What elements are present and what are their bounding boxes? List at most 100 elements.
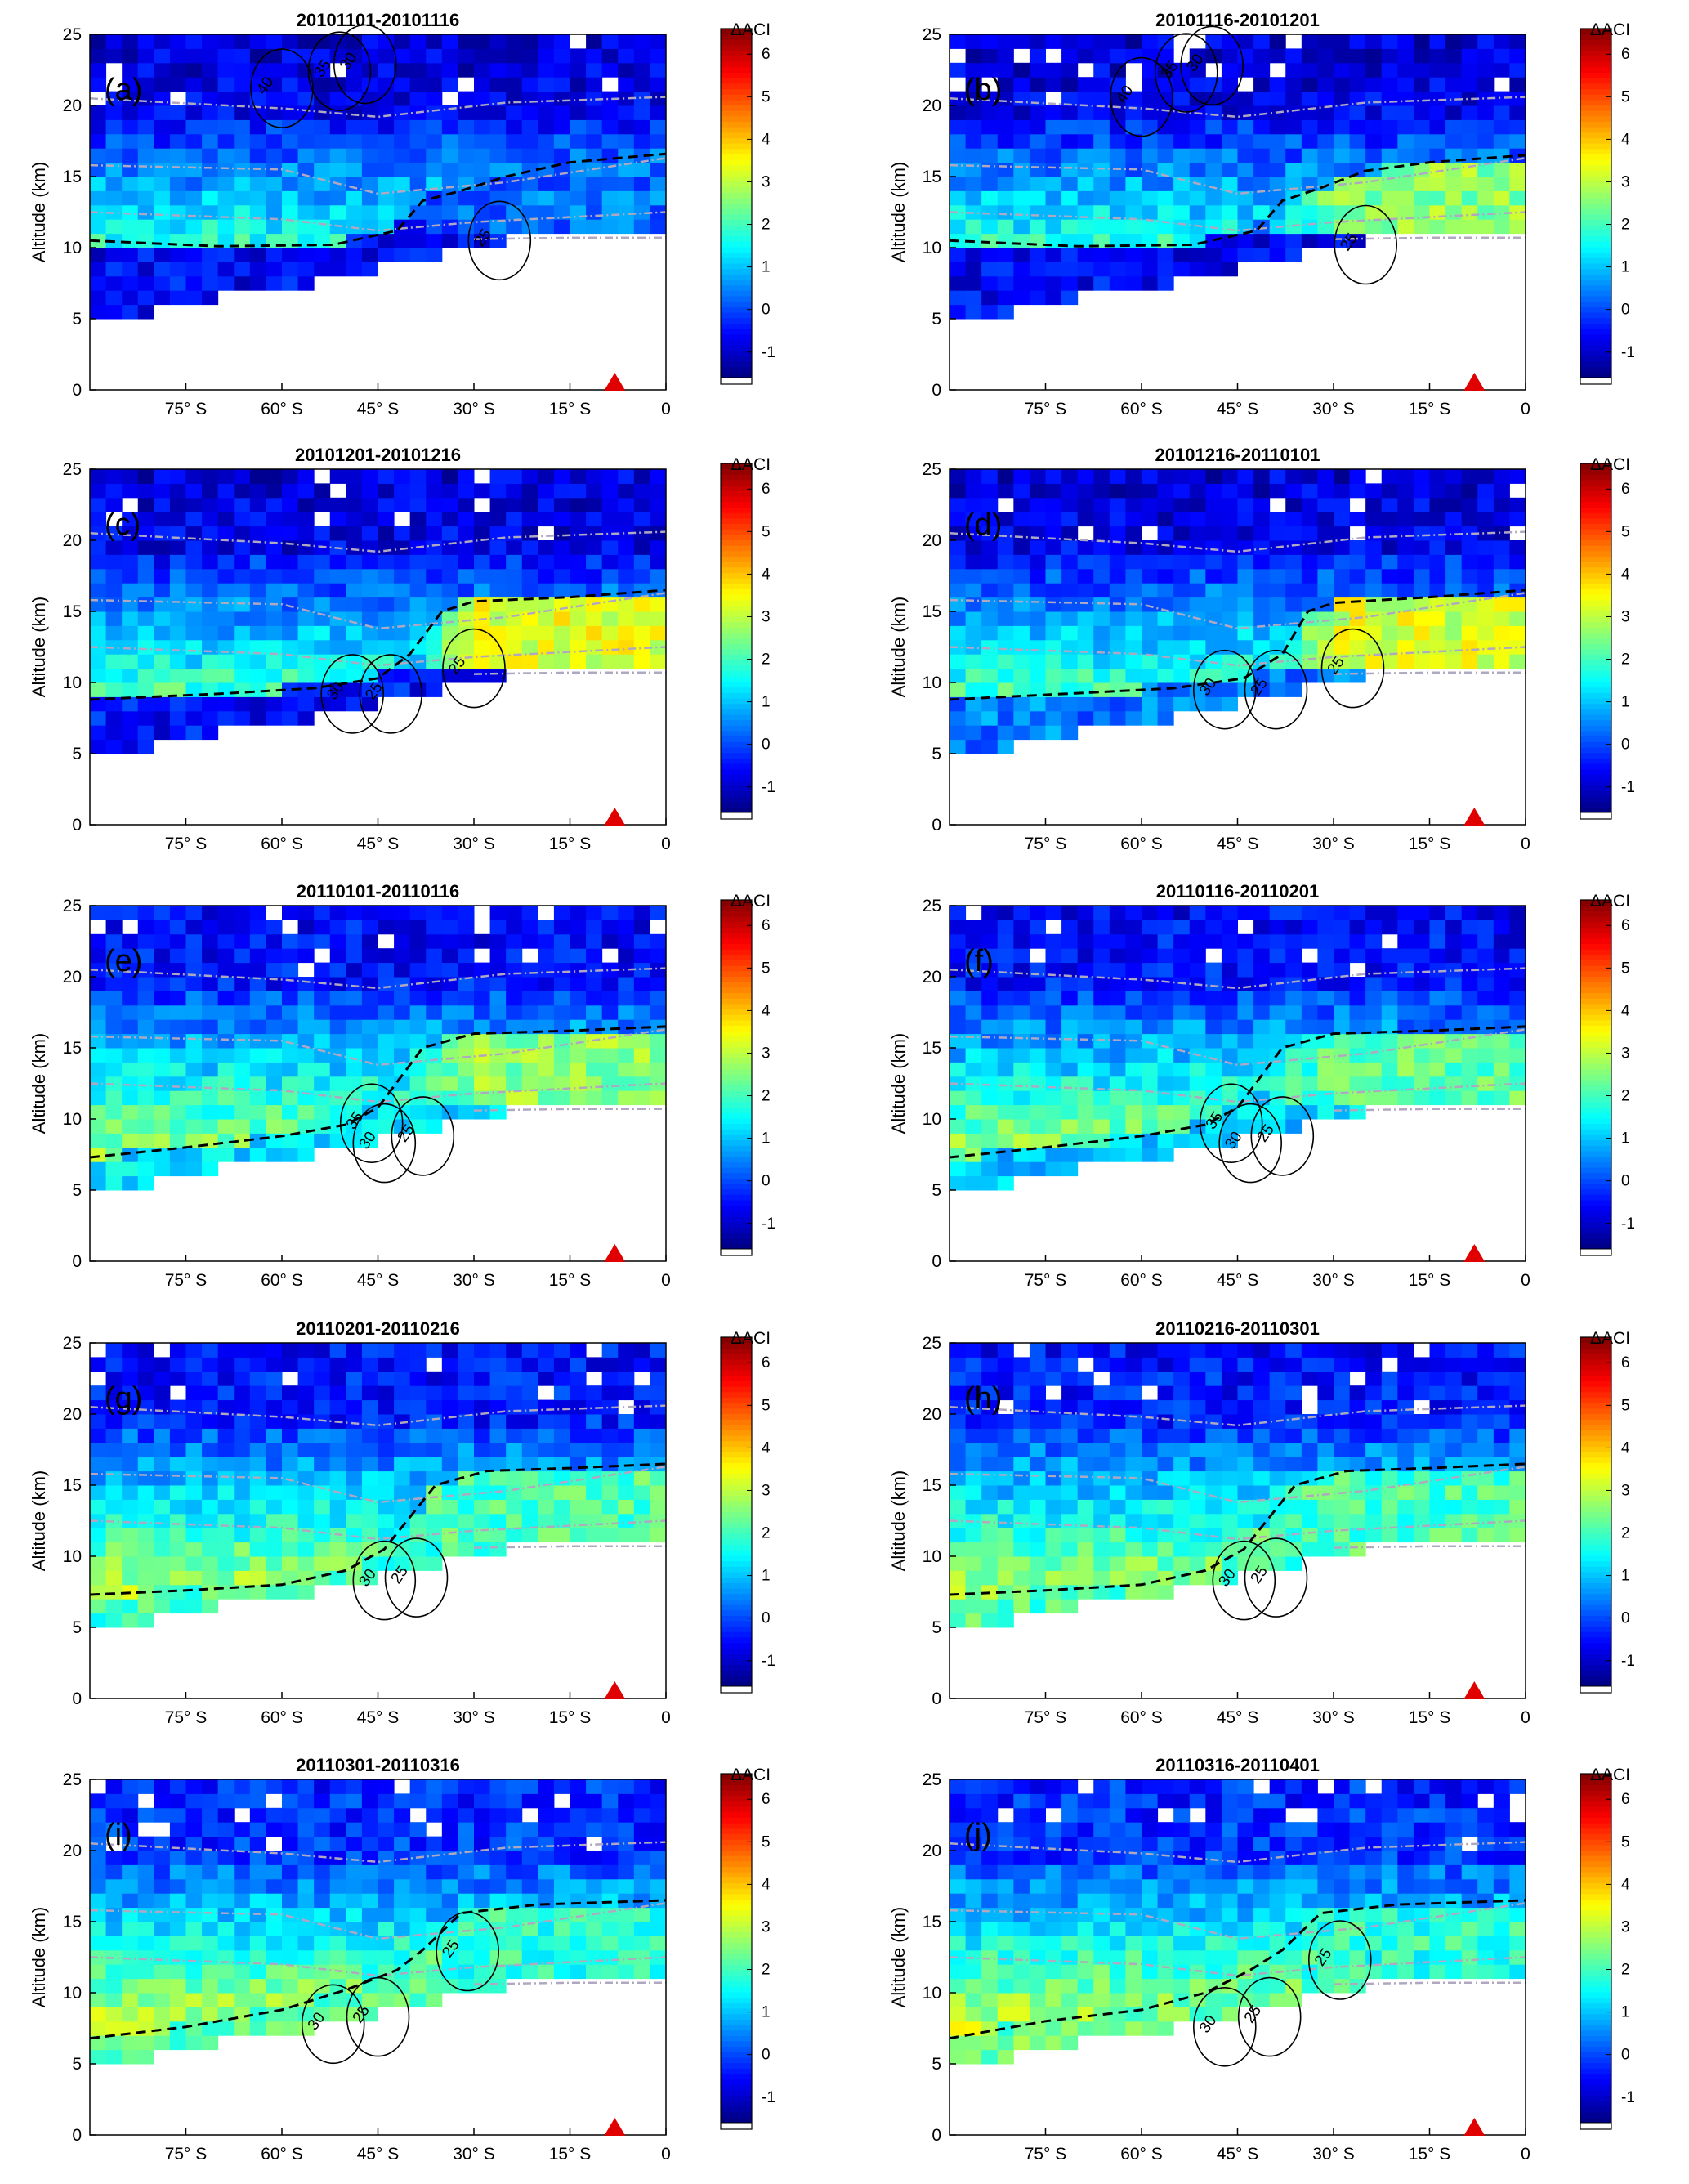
heatmap-cell [506, 568, 523, 584]
heatmap-cell [217, 190, 235, 206]
heatmap-cell [217, 540, 235, 555]
heatmap-cell [1205, 105, 1222, 120]
heatmap-cell [965, 1019, 982, 1035]
heatmap-cell [538, 91, 555, 106]
heatmap-cell [650, 597, 667, 612]
heatmap-cell [489, 1371, 507, 1386]
heatmap-cell [282, 512, 299, 527]
heatmap-cell [1413, 148, 1430, 163]
colorbar-tick-label: 3 [762, 1482, 771, 1499]
y-tick-label: 15 [63, 1039, 82, 1058]
heatmap-cell [1365, 948, 1383, 964]
panel-title: 20110116-20110201 [1156, 881, 1319, 902]
heatmap-cell [394, 1556, 411, 1571]
heatmap-cell [489, 920, 507, 935]
heatmap-cell [1189, 1033, 1206, 1049]
heatmap-cell [1237, 1104, 1254, 1120]
heatmap-cell [553, 1005, 570, 1020]
colorbar-segment [721, 45, 752, 51]
heatmap-cell [185, 1371, 203, 1386]
heatmap-cell [1509, 133, 1526, 149]
heatmap-cell [154, 1005, 171, 1020]
heatmap-cell [1349, 1076, 1366, 1091]
colorbar-frame [1580, 463, 1612, 820]
heatmap-cell [441, 1048, 458, 1063]
heatmap-cell [154, 1371, 171, 1386]
heatmap-cell [1157, 219, 1174, 235]
colorbar-segment [1580, 1243, 1611, 1250]
heatmap-cell [1061, 1147, 1079, 1162]
heatmap-cell [1093, 48, 1110, 64]
heatmap-cell [234, 1076, 251, 1091]
heatmap-cell [394, 1442, 411, 1457]
heatmap-cell [1013, 568, 1030, 584]
heatmap-cell [217, 583, 235, 598]
heatmap-cell [154, 512, 171, 527]
reference-line [473, 1108, 666, 1112]
heatmap-cell [137, 906, 154, 920]
heatmap-cell [553, 625, 570, 641]
heatmap-cell [249, 1062, 266, 1077]
heatmap-cell [1061, 190, 1079, 206]
heatmap-cell [249, 1457, 266, 1472]
heatmap-cell [378, 204, 395, 220]
heatmap-cell [1317, 512, 1334, 527]
heatmap-cell [297, 1542, 315, 1557]
heatmap-cell [105, 1357, 123, 1372]
heatmap-cell [1061, 177, 1079, 191]
y-tick-label: 20 [63, 531, 82, 550]
heatmap-cell [1221, 219, 1238, 235]
colorbar-tick-label: 3 [762, 608, 771, 625]
heatmap-cell [570, 1343, 587, 1358]
heatmap-cell [90, 1147, 107, 1162]
heatmap-cell [506, 1385, 523, 1401]
heatmap-cell [1157, 204, 1174, 220]
heatmap-cell [185, 77, 203, 92]
heatmap-cell [586, 1457, 603, 1472]
colorbar-segment [721, 1215, 752, 1223]
heatmap-cell [266, 1019, 283, 1035]
heatmap-cell [474, 540, 491, 555]
heatmap-cell [950, 920, 967, 935]
heatmap-cell [266, 1570, 283, 1586]
heatmap-cell [426, 933, 443, 949]
heatmap-cell [1061, 219, 1079, 235]
heatmap-cell [90, 1485, 107, 1500]
heatmap-cell [1509, 977, 1526, 991]
heatmap-cell [249, 119, 266, 135]
reference-line [473, 236, 666, 240]
heatmap-cell [489, 62, 507, 78]
heatmap-cell [618, 1513, 635, 1528]
heatmap-cell [154, 133, 171, 149]
heatmap-cell [1365, 625, 1383, 641]
colorbar-segment [721, 523, 752, 530]
heatmap-cell [981, 1133, 999, 1148]
heatmap-cell [409, 526, 427, 541]
heatmap-cell [90, 1442, 107, 1457]
heatmap-cell [329, 625, 346, 641]
heatmap-cell [633, 1033, 650, 1049]
heatmap-cell [282, 1076, 299, 1091]
heatmap-cell [1093, 77, 1110, 92]
heatmap-cell [1013, 1133, 1030, 1148]
heatmap-cell [1301, 1062, 1318, 1077]
colorbar-segment [721, 1528, 752, 1534]
heatmap-cell [1237, 497, 1254, 512]
heatmap-cell [361, 1343, 378, 1358]
heatmap-cell [217, 1485, 235, 1500]
heatmap-cell [1173, 204, 1191, 220]
heatmap-cell [633, 119, 650, 135]
heatmap-cell [1509, 933, 1526, 949]
heatmap-cell [1237, 991, 1254, 1006]
heatmap-cell [1237, 1048, 1254, 1063]
heatmap-cell [1253, 682, 1271, 697]
tropopause-line [89, 152, 667, 248]
heatmap-cell [1093, 204, 1110, 220]
heatmap-cell [1061, 906, 1079, 920]
heatmap-cell [1093, 177, 1110, 191]
colorbar-tick-label: 4 [762, 131, 771, 148]
heatmap-cell [965, 290, 982, 306]
heatmap-cell [458, 133, 475, 149]
heatmap-cell [1093, 962, 1110, 978]
heatmap-cell [981, 512, 999, 527]
